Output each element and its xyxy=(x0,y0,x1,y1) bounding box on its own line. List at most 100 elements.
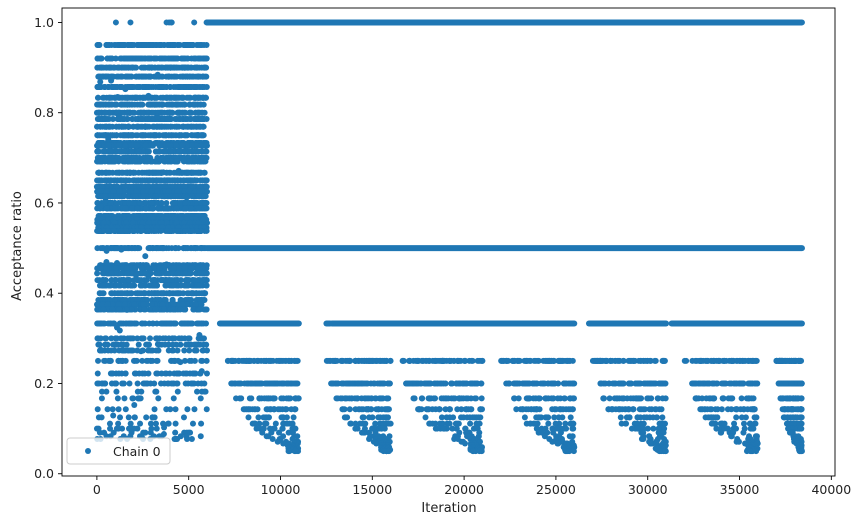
data-point xyxy=(116,327,123,334)
data-point xyxy=(115,370,122,377)
data-point xyxy=(190,245,197,252)
data-point xyxy=(163,19,170,26)
data-point xyxy=(153,347,160,354)
data-point xyxy=(116,148,123,155)
data-point xyxy=(183,194,190,201)
data-point xyxy=(140,148,147,155)
data-point xyxy=(154,290,161,297)
data-point xyxy=(187,270,194,277)
data-point xyxy=(95,357,102,364)
data-point xyxy=(178,83,185,90)
data-point xyxy=(175,132,182,139)
data-band xyxy=(585,320,670,327)
data-point xyxy=(203,227,210,234)
data-point xyxy=(352,425,359,432)
data-point xyxy=(285,357,292,364)
data-point xyxy=(171,357,178,364)
data-point xyxy=(149,414,156,421)
data-point xyxy=(97,78,104,85)
data-point xyxy=(264,406,271,413)
data-point xyxy=(109,306,116,313)
data-point xyxy=(145,92,152,99)
data-point xyxy=(134,227,141,234)
data-point xyxy=(180,370,187,377)
data-point xyxy=(159,73,166,80)
data-point xyxy=(154,357,161,364)
data-point xyxy=(203,406,210,413)
data-point xyxy=(109,370,116,377)
data-point xyxy=(96,169,103,176)
data-point xyxy=(358,429,365,436)
data-point xyxy=(118,73,125,80)
data-point xyxy=(163,282,170,289)
data-point xyxy=(156,42,163,49)
data-point xyxy=(383,395,390,402)
data-point xyxy=(134,177,141,184)
data-point xyxy=(182,380,189,387)
data-point xyxy=(119,42,126,49)
data-point xyxy=(278,395,285,402)
data-point xyxy=(172,177,179,184)
data-point xyxy=(125,277,132,284)
data-point xyxy=(279,414,286,421)
data-point xyxy=(161,55,168,62)
data-point xyxy=(173,370,180,377)
data-point xyxy=(188,142,195,149)
data-point xyxy=(136,290,143,297)
data-point xyxy=(191,406,198,413)
data-point xyxy=(131,109,138,116)
data-point xyxy=(156,83,163,90)
data-point xyxy=(165,347,172,354)
data-point xyxy=(138,169,145,176)
data-point xyxy=(439,357,446,364)
data-point xyxy=(95,414,102,421)
data-point xyxy=(117,335,124,342)
data-point xyxy=(131,414,138,421)
data-point xyxy=(119,357,126,364)
data-point xyxy=(195,205,202,212)
data-point xyxy=(136,73,143,80)
data-point xyxy=(102,197,109,204)
data-point xyxy=(100,148,107,155)
data-point xyxy=(163,406,170,413)
data-point xyxy=(189,177,196,184)
data-point xyxy=(160,306,167,313)
data-point xyxy=(184,277,191,284)
data-point xyxy=(256,395,263,402)
data-point xyxy=(102,380,109,387)
data-point xyxy=(101,132,108,139)
data-point xyxy=(105,136,112,143)
data-point xyxy=(113,341,120,348)
data-point xyxy=(254,357,261,364)
data-point xyxy=(115,123,122,130)
data-point xyxy=(253,425,260,432)
data-point xyxy=(373,440,380,447)
data-point xyxy=(167,148,174,155)
data-point xyxy=(165,123,172,130)
data-point xyxy=(153,335,160,342)
data-point xyxy=(184,406,191,413)
data-point xyxy=(97,203,104,210)
data-point xyxy=(103,42,110,49)
data-point xyxy=(185,335,192,342)
data-band xyxy=(668,320,805,327)
data-point xyxy=(270,395,277,402)
data-point xyxy=(283,380,290,387)
data-band xyxy=(204,19,805,26)
data-point xyxy=(162,132,169,139)
data-point xyxy=(243,357,250,364)
data-point xyxy=(203,42,210,49)
data-point xyxy=(167,64,174,71)
data-point xyxy=(103,205,110,212)
data-point xyxy=(163,261,170,268)
data-point xyxy=(203,142,210,149)
data-point xyxy=(188,193,195,200)
data-point xyxy=(186,357,193,364)
data-point xyxy=(141,42,148,49)
data-point xyxy=(114,395,121,402)
data-point xyxy=(195,193,202,200)
data-point xyxy=(186,73,193,80)
data-point xyxy=(203,282,210,289)
data-point xyxy=(186,158,193,165)
data-point xyxy=(153,94,160,101)
